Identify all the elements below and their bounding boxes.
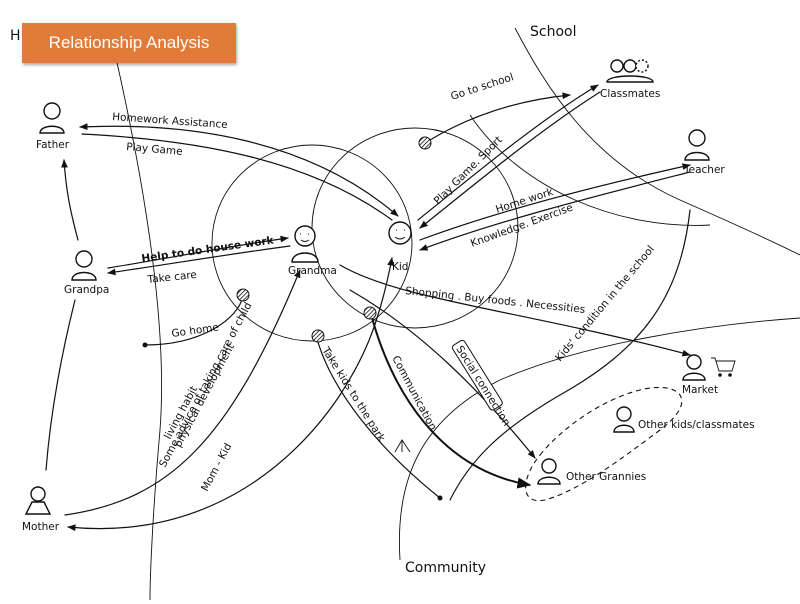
arrow-communication: [369, 309, 532, 489]
arrow-home-work: [419, 163, 691, 241]
grandpa-icon: [71, 250, 97, 281]
relation-social-connection: Social connection: [453, 344, 512, 429]
area-label-community: Community: [405, 560, 486, 576]
line-go-to-school: [424, 92, 571, 144]
classmates-icon: [606, 59, 654, 83]
arrow-knowledge: [419, 171, 691, 251]
node-label-other-kids: Other kids/classmates: [638, 419, 755, 431]
arrow-grandpa-father: [61, 159, 79, 241]
relation-physical-development: physical development: [172, 342, 237, 450]
arrow-play-game: [81, 133, 393, 221]
relation-knowledge-exercise: Knowledge. Exercise: [469, 202, 575, 250]
cart-icon: [711, 357, 736, 377]
area-label-home: H: [10, 28, 21, 44]
node-label-grandma: Grandma: [288, 265, 337, 277]
arrow-play-game-sport-2: [419, 91, 601, 229]
node-label-grandpa: Grandpa: [64, 284, 109, 296]
relation-mom-kid: Mom - Kid: [199, 441, 234, 493]
line-grandpa-mother: [45, 299, 76, 471]
arrow-homework-assistance: [79, 123, 399, 217]
relation-take-care: Take care: [146, 269, 197, 286]
node-dot-go-school: [418, 136, 432, 150]
grandma-icon: [291, 225, 319, 263]
title-banner: Relationship Analysis: [22, 23, 236, 63]
kid-icon: [388, 221, 412, 245]
arrow-social-connection: [349, 289, 536, 459]
node-label-market: Market: [682, 384, 718, 396]
social-connection-tag: Social connection: [451, 339, 512, 429]
relation-take-kids-park: Take kids to the park: [319, 344, 388, 444]
school-lower-boundary: [469, 114, 711, 226]
node-label-mother: Mother: [22, 521, 60, 533]
father-icon: [39, 102, 65, 134]
dashed-other-kids: [525, 386, 683, 502]
slide-icon: [394, 439, 411, 453]
mother-icon: [24, 486, 52, 515]
arrow-shopping: [339, 264, 691, 357]
line-kids-condition: [449, 209, 691, 501]
relation-go-to-school: Go to school: [449, 71, 515, 103]
node-label-other-grannies: Other Grannies: [566, 471, 646, 483]
market-icon: [682, 354, 706, 381]
node-label-father: Father: [36, 139, 70, 151]
school-boundary: [514, 27, 800, 256]
node-label-classmates: Classmates: [600, 88, 660, 100]
community-boundary: [398, 317, 800, 561]
other-grannies-icon: [537, 458, 561, 485]
node-dot-communication: [363, 306, 377, 320]
node-dot-go-home: [236, 288, 250, 302]
node-label-kid: Kid: [392, 261, 408, 273]
arrow-play-game-sport: [417, 84, 599, 221]
node-dot-park: [311, 329, 325, 343]
relation-communication: Communication: [389, 354, 438, 433]
relation-play-game: Play Game: [126, 141, 183, 158]
arrow-mother-grandma: [64, 269, 301, 516]
line-take-kids-park: [315, 334, 441, 499]
teacher-icon: [684, 129, 710, 161]
other-kids-icon: [613, 406, 635, 433]
area-label-school: School: [530, 24, 576, 40]
relation-play-game-sport: Play Game. Sport: [432, 134, 505, 207]
node-label-teacher: Teacher: [683, 164, 725, 176]
relation-help-housework: Help to do house work: [141, 234, 276, 265]
